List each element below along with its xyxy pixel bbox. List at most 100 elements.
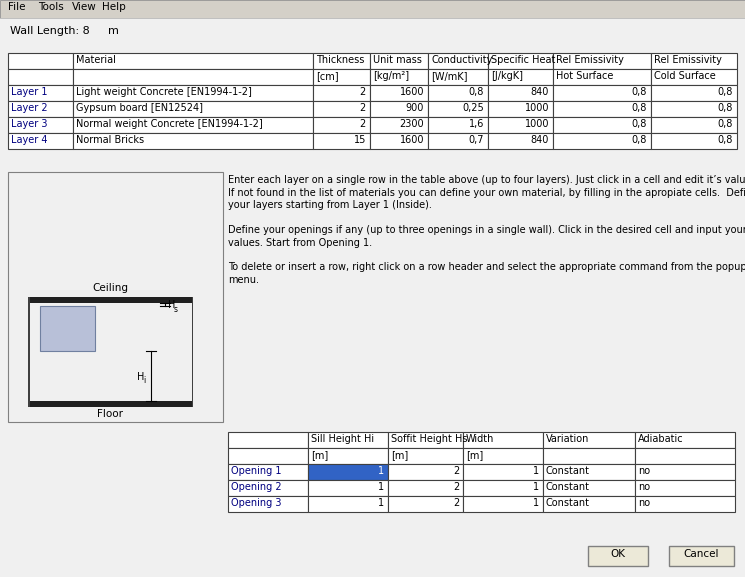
Text: Width: Width — [466, 434, 495, 444]
Text: Thickness: Thickness — [316, 55, 364, 65]
Text: your layers starting from Layer 1 (Inside).: your layers starting from Layer 1 (Insid… — [228, 200, 432, 210]
Text: 0,8: 0,8 — [632, 135, 647, 145]
Text: 0,8: 0,8 — [717, 119, 733, 129]
Bar — [463, 496, 543, 512]
Text: Define your openings if any (up to three openings in a single wall). Click in th: Define your openings if any (up to three… — [228, 225, 745, 235]
Text: menu.: menu. — [228, 275, 259, 285]
Text: 2300: 2300 — [399, 119, 424, 129]
Text: 0,8: 0,8 — [717, 135, 733, 145]
Bar — [635, 480, 735, 496]
Text: [kg/m²]: [kg/m²] — [373, 71, 409, 81]
Text: Tools: Tools — [38, 2, 64, 12]
Bar — [8, 172, 223, 422]
Text: 1: 1 — [378, 466, 384, 476]
Text: Enter each layer on a single row in the table above (up to four layers). Just cl: Enter each layer on a single row in the … — [228, 175, 745, 185]
Text: H: H — [168, 301, 175, 310]
Bar — [463, 448, 543, 464]
Text: Hot Surface: Hot Surface — [556, 71, 613, 81]
Text: Wall Length: 8: Wall Length: 8 — [10, 26, 89, 36]
Bar — [308, 496, 388, 512]
Bar — [488, 101, 553, 117]
Text: 0,25: 0,25 — [462, 103, 484, 113]
Bar — [588, 546, 648, 566]
Bar — [370, 133, 428, 149]
Text: Constant: Constant — [546, 498, 590, 508]
Text: values. Start from Opening 1.: values. Start from Opening 1. — [228, 238, 372, 248]
Text: Cancel: Cancel — [683, 549, 719, 559]
Bar — [28, 297, 30, 407]
Bar — [553, 101, 651, 117]
Text: 1: 1 — [378, 498, 384, 508]
Bar — [313, 69, 370, 85]
Bar — [651, 133, 737, 149]
Text: File: File — [8, 2, 25, 12]
Text: Constant: Constant — [546, 482, 590, 492]
Text: Help: Help — [102, 2, 126, 12]
Bar — [428, 53, 488, 69]
Bar — [428, 69, 488, 85]
Bar — [313, 101, 370, 117]
Text: 0,8: 0,8 — [632, 103, 647, 113]
Text: Rel Emissivity: Rel Emissivity — [654, 55, 722, 65]
Text: 2: 2 — [360, 119, 366, 129]
Text: 1: 1 — [533, 482, 539, 492]
Bar — [428, 101, 488, 117]
Text: Layer 4: Layer 4 — [11, 135, 48, 145]
Bar — [428, 85, 488, 101]
Text: View: View — [72, 2, 97, 12]
Bar — [370, 85, 428, 101]
Text: 2: 2 — [360, 87, 366, 97]
Text: no: no — [638, 466, 650, 476]
Text: Ceiling: Ceiling — [92, 283, 128, 293]
Bar — [543, 480, 635, 496]
Bar — [28, 401, 193, 407]
Text: 840: 840 — [530, 87, 549, 97]
Bar — [228, 464, 308, 480]
Bar — [388, 464, 463, 480]
Text: 2: 2 — [453, 482, 459, 492]
Text: Sill Height Hi: Sill Height Hi — [311, 434, 374, 444]
Bar — [73, 53, 313, 69]
Text: Cold Surface: Cold Surface — [654, 71, 716, 81]
Bar — [553, 85, 651, 101]
Bar — [228, 480, 308, 496]
Bar — [73, 69, 313, 85]
Text: 2: 2 — [453, 498, 459, 508]
Bar — [40, 306, 95, 351]
Bar — [388, 480, 463, 496]
Text: Constant: Constant — [546, 466, 590, 476]
Text: Adiabatic: Adiabatic — [638, 434, 684, 444]
Text: Variation: Variation — [546, 434, 589, 444]
Text: H: H — [137, 372, 145, 382]
Text: 0,8: 0,8 — [632, 87, 647, 97]
Bar — [543, 464, 635, 480]
Text: no: no — [638, 482, 650, 492]
Bar — [651, 69, 737, 85]
Text: 2: 2 — [360, 103, 366, 113]
Bar — [228, 432, 308, 448]
Bar — [488, 69, 553, 85]
Text: i: i — [143, 376, 145, 385]
Text: Normal Bricks: Normal Bricks — [76, 135, 144, 145]
Text: 840: 840 — [530, 135, 549, 145]
Text: 1,6: 1,6 — [469, 119, 484, 129]
Bar — [388, 448, 463, 464]
Bar — [669, 546, 734, 566]
Bar — [228, 448, 308, 464]
Bar — [463, 480, 543, 496]
Text: To delete or insert a row, right click on a row header and select the appropriat: To delete or insert a row, right click o… — [228, 263, 745, 272]
Text: 1600: 1600 — [399, 87, 424, 97]
Text: [m]: [m] — [311, 450, 329, 460]
Bar — [308, 432, 388, 448]
Bar — [73, 133, 313, 149]
Text: Unit mass: Unit mass — [373, 55, 422, 65]
Bar — [635, 432, 735, 448]
Bar — [553, 53, 651, 69]
Text: Layer 3: Layer 3 — [11, 119, 48, 129]
Text: Conductivity: Conductivity — [431, 55, 492, 65]
Text: Light weight Concrete [EN1994-1-2]: Light weight Concrete [EN1994-1-2] — [76, 87, 252, 97]
Text: 0,8: 0,8 — [632, 119, 647, 129]
Text: m: m — [108, 26, 119, 36]
Text: [m]: [m] — [391, 450, 408, 460]
Bar — [8, 101, 73, 117]
